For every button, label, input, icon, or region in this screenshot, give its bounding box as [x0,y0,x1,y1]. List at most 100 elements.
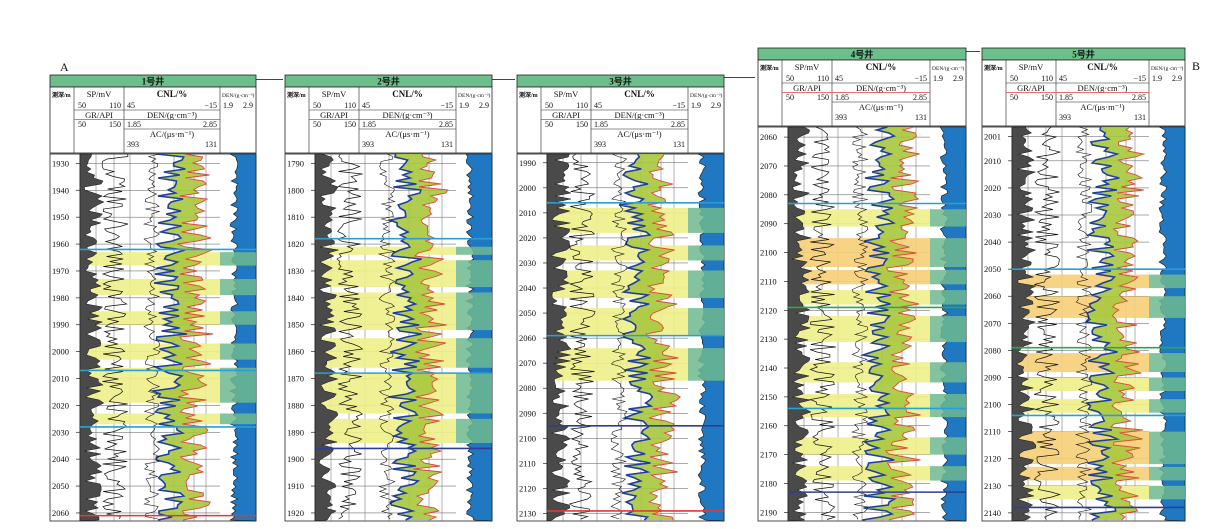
cnl-header-label: CNL/% [157,89,188,99]
ac-header-label: AC/(μs·m⁻¹) [617,129,661,139]
cnl-scale-max: −15 [204,101,217,110]
sand-body-marker [930,209,966,227]
den-right-scale-max: 2.9 [711,101,721,110]
cnl-header-label: CNL/% [624,89,655,99]
depth-tick-label: 2120 [519,483,536,493]
sp-scale-max: 110 [1041,74,1053,83]
den-curve [884,126,921,521]
sand-body-marker [930,466,966,481]
den-header-label: DEN/(g·cm⁻³) [856,83,906,93]
den-curve [1109,126,1146,521]
den-right-scale-min: 1.9 [223,101,233,110]
depth-tick-label: 2060 [519,333,536,343]
sand-body-marker [220,367,256,403]
gr-scale-max: 150 [817,93,829,102]
sand-body-marker [220,413,256,425]
depth-tick-label: 2120 [984,454,1001,464]
sand-body-marker [456,338,492,368]
ac-scale-max: 131 [673,140,685,149]
ac-scale-max: 131 [1134,113,1146,122]
den-scale-min: 1.85 [594,120,608,129]
sp-scale-min: 50 [313,101,321,110]
depth-tick-label: 2110 [519,458,536,468]
depth-tick-label: 2100 [519,433,536,443]
sp-header-label: SP/mV [87,89,112,99]
sp-curve [787,126,813,522]
ac-scale-max: 131 [441,140,453,149]
log-header-box [49,86,257,154]
den-scale-min: 1.85 [362,120,376,129]
depth-tick-label: 2000 [519,183,536,193]
sp-curve [1011,126,1037,522]
depth-tick-label: 2130 [760,334,777,344]
depth-tick-label: 1870 [287,374,304,384]
den-right-header-label: DEN/(g·cm⁻³) [690,92,723,99]
gr-curve [336,153,364,520]
sand-body-marker [1149,377,1185,392]
den-header-label: DEN/(g·cm⁻³) [1078,83,1128,93]
sp-scale-min: 50 [1010,74,1018,83]
sand-body-marker [688,348,724,381]
depth-header-label: 测深/m [52,91,71,99]
sp-scale-min: 50 [545,101,553,110]
sand-body-marker [688,270,724,299]
sp-scale-max: 110 [109,101,121,110]
depth-header-label: 测深/m [519,91,538,99]
cnl-scale-min: 45 [594,101,602,110]
depth-tick-label: 1850 [287,320,304,330]
depth-tick-label: 1800 [287,185,304,195]
crossover-fill [862,127,921,520]
depth-tick-label: 2100 [984,400,1001,410]
cnl-scale-max: −15 [914,74,927,83]
log-header-box [757,59,967,127]
depth-tick-label: 2020 [984,183,1001,193]
gr-scale-max: 150 [344,120,356,129]
well-panel-1: 1号井 测深/m SP/mV 50 110 GR/API 50 150 CNL/% 45 −15 DE… [49,74,257,522]
depth-tick-label: 2150 [760,392,777,402]
depth-tick-label: 1970 [52,266,69,276]
ac-scale-min: 393 [835,113,847,122]
gr-header-label: GR/API [85,110,113,120]
depth-tick-label: 2080 [760,190,777,200]
ac-header-label: AC/(μs·m⁻¹) [385,129,429,139]
depth-tick-label: 2001 [984,131,1001,141]
sand-body-marker [456,418,492,444]
depth-tick-label: 1900 [287,454,304,464]
depth-tick-label: 2000 [52,347,69,357]
gr-scale-max: 150 [576,120,588,129]
depth-tick-label: 2050 [52,481,69,491]
gr-scale-min: 50 [78,120,86,129]
depth-tick-label: 2030 [519,258,536,268]
depth-tick-label: 2190 [760,507,777,517]
ac-curve [851,126,869,520]
cnl-curve [859,126,898,521]
right-log-curve [229,153,257,522]
sand-body-marker [1149,431,1185,465]
well-connector-4-5 [966,51,980,52]
depth-tick-label: 2020 [52,400,69,410]
cnl-curve [387,153,422,521]
depth-tick-label: 1860 [287,347,304,357]
depth-header-label: 测深/m [984,64,1003,72]
depth-tick-label: 2010 [52,374,69,384]
sand-body-marker [930,393,966,418]
well-panel-5: 5号井 测深/m SP/mV 50 110 GR/API 50 150 CNL/% 45 −15 DE… [981,47,1186,522]
depth-tick-label: 2060 [52,508,69,518]
cnl-scale-min: 45 [835,74,843,83]
sand-body-marker [220,279,256,296]
ac-scale-min: 393 [362,140,374,149]
depth-tick-label: 2060 [760,132,777,142]
sand-body-band [80,413,220,425]
crossover-fill [1086,127,1144,520]
depth-tick-label: 1840 [287,293,304,303]
gr-scale-min: 50 [786,93,794,102]
depth-tick-label: 1940 [52,185,69,195]
den-right-scale-max: 2.9 [1172,74,1182,83]
sand-body-marker [1149,485,1185,500]
sp-header-label: SP/mV [1019,62,1044,72]
depth-tick-label: 2050 [984,264,1001,274]
log-header-box [284,86,493,154]
depth-tick-label: 2140 [760,363,777,373]
